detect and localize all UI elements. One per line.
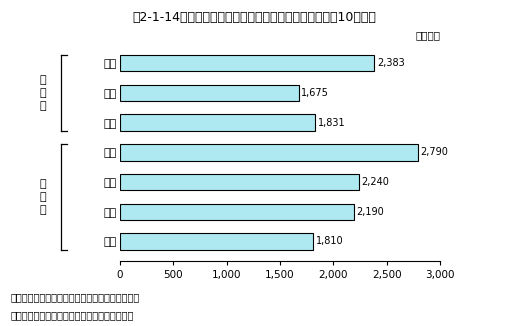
Text: 資料：総務庁統計局「科学技術研究調査報告」: 資料：総務庁統計局「科学技術研究調査報告」	[10, 310, 133, 320]
Bar	[120, 114, 316, 131]
Bar	[120, 204, 354, 220]
Text: 注）研究本務者のうち、教員のみの数値である。: 注）研究本務者のうち、教員のみの数値である。	[10, 292, 139, 302]
Text: 1,810: 1,810	[316, 236, 344, 246]
Text: （万円）: （万円）	[415, 30, 440, 40]
Text: 2,790: 2,790	[420, 147, 448, 157]
Text: 2,383: 2,383	[377, 58, 405, 68]
Text: 1,831: 1,831	[318, 118, 346, 127]
Bar	[120, 174, 359, 190]
Text: 1,675: 1,675	[301, 88, 329, 98]
Text: 2,240: 2,240	[362, 177, 389, 187]
Bar	[120, 55, 374, 71]
Bar	[120, 144, 418, 160]
Text: 組
織
別: 組 織 別	[40, 75, 47, 111]
Text: 2,190: 2,190	[356, 207, 384, 217]
Text: 第2-1-14図　大学等の研究者１人当たりの研究費（平成10年度）: 第2-1-14図 大学等の研究者１人当たりの研究費（平成10年度）	[132, 11, 377, 24]
Text: 専
門
別: 専 門 別	[40, 179, 47, 215]
Bar	[120, 85, 299, 101]
Bar	[120, 233, 313, 250]
